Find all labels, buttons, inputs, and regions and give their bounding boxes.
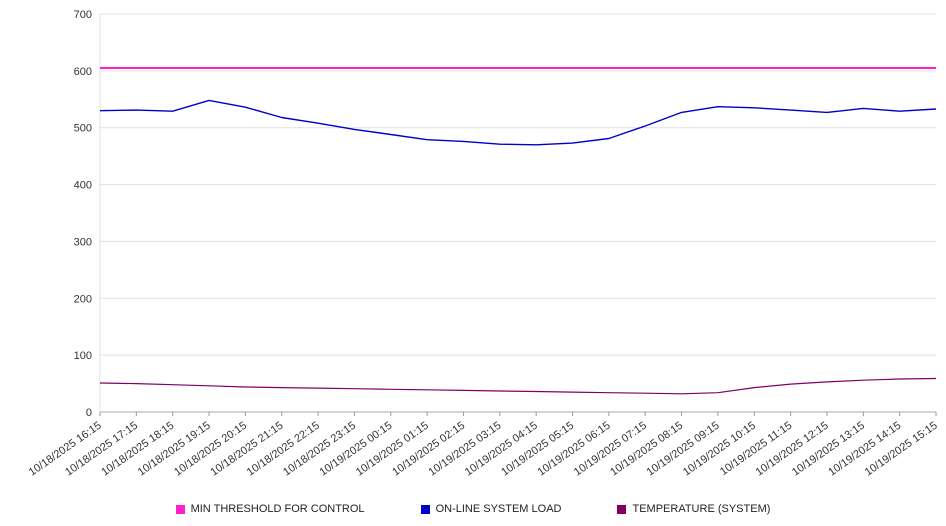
y-axis-tick-label: 500	[74, 123, 92, 135]
y-axis-tick-label: 400	[74, 180, 92, 192]
legend-item-min-threshold[interactable]: MIN THRESHOLD FOR CONTROL	[175, 503, 365, 515]
y-axis-tick-label: 100	[74, 350, 92, 362]
legend-item-system-load[interactable]: ON-LINE SYSTEM LOAD	[420, 503, 562, 515]
legend-swatch-system-load	[420, 504, 430, 514]
legend-swatch-min-threshold	[175, 504, 185, 514]
legend-label-min-threshold: MIN THRESHOLD FOR CONTROL	[190, 503, 365, 515]
y-axis-tick-label: 700	[74, 9, 92, 21]
y-axis-tick-label: 300	[74, 236, 92, 248]
legend-item-temperature[interactable]: TEMPERATURE (SYSTEM)	[617, 503, 770, 515]
legend-swatch-temperature	[617, 504, 627, 514]
y-axis-tick-label: 0	[86, 407, 92, 419]
legend-label-temperature: TEMPERATURE (SYSTEM)	[632, 503, 771, 515]
series-line-1	[99, 99, 937, 146]
series-line-2	[99, 377, 937, 395]
y-axis-tick-label: 600	[74, 66, 92, 78]
legend-label-system-load: ON-LINE SYSTEM LOAD	[435, 503, 562, 515]
y-axis-tick-label: 200	[74, 293, 92, 305]
chart-legend: MIN THRESHOLD FOR CONTROL ON-LINE SYSTEM…	[0, 496, 946, 522]
